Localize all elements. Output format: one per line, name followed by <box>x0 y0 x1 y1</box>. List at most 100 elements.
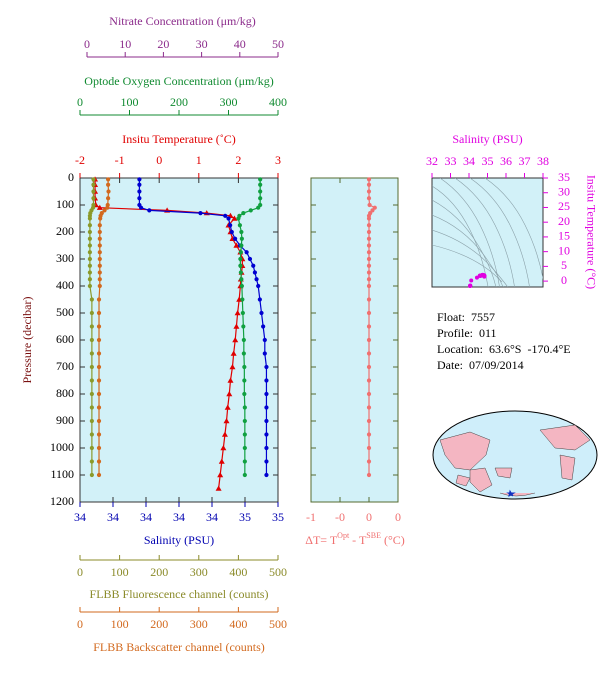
x-tick-label: 100 <box>121 95 139 109</box>
y-tick-label: 1000 <box>50 440 74 454</box>
delta-t-point <box>366 277 372 282</box>
series-3-point <box>89 405 94 410</box>
series-2-point <box>237 223 242 228</box>
y-tick-label: 10 <box>558 243 570 257</box>
x-tick-label: 20 <box>157 37 169 51</box>
series-2-point <box>258 182 263 187</box>
x-tick-label: 500 <box>269 565 287 579</box>
series-1-point <box>223 213 228 218</box>
series-3-point <box>89 391 94 397</box>
y-tick-label: 5 <box>561 258 567 272</box>
series-0-point <box>221 431 228 437</box>
series-4-point <box>96 337 102 343</box>
series-0-point <box>227 377 234 383</box>
delta-t-plot-area <box>310 177 399 503</box>
series-4-point <box>96 472 102 478</box>
x-tick-label: 300 <box>190 617 208 631</box>
delta-t-point <box>366 177 372 182</box>
y-axis-label: Insitu Temperature (°C) <box>584 175 598 289</box>
y-tick-label: 400 <box>56 278 74 292</box>
series-3-point <box>87 277 92 282</box>
x-tick-label: -2 <box>75 153 85 167</box>
series-2-point <box>248 208 253 213</box>
delta-t-point <box>366 405 372 410</box>
series-3-point <box>89 445 94 451</box>
series-1-point <box>137 189 142 194</box>
series-3-point <box>89 351 94 356</box>
y-tick-label: 15 <box>558 229 570 243</box>
series-0-point <box>218 458 225 464</box>
series-2-point <box>241 211 246 216</box>
x-tick-label: 1 <box>196 153 202 167</box>
x-tick-label: 0 <box>77 565 83 579</box>
series-4-point <box>105 205 110 210</box>
series-1-point <box>254 277 259 282</box>
x-axis-label-part: (°C) <box>381 533 405 547</box>
x-tick-label: 300 <box>190 565 208 579</box>
x-tick-label: 35 <box>239 510 251 524</box>
y-tick-label: 600 <box>56 332 74 346</box>
series-1-point <box>264 405 269 410</box>
delta-t-point <box>366 351 372 356</box>
series-0-point <box>220 445 227 451</box>
delta-t-point <box>366 378 372 383</box>
series-3-point <box>87 229 92 235</box>
delta-t-point <box>366 263 372 268</box>
series-4-point <box>96 432 102 437</box>
series-4-point <box>97 256 102 262</box>
series-4-point <box>102 208 107 213</box>
series-1-point <box>252 270 257 275</box>
y-tick-label: 100 <box>56 197 74 211</box>
delta-t-point <box>366 391 372 397</box>
series-3-point <box>89 297 94 302</box>
series-1-point <box>137 177 142 182</box>
series-4-point <box>97 283 102 289</box>
series-4-point <box>96 405 102 410</box>
x-tick-label: 30 <box>196 37 208 51</box>
series-3-point <box>89 418 94 424</box>
series-1-point <box>147 208 152 213</box>
x-tick-label: 32 <box>426 154 438 168</box>
series-3-point <box>87 236 92 241</box>
series-2-line <box>237 179 261 475</box>
series-3-point <box>87 283 92 289</box>
series-0-point <box>215 485 222 491</box>
x-tick-label: 34 <box>206 510 218 524</box>
series-2-point <box>258 196 263 201</box>
delta-t-point <box>366 418 372 424</box>
series-1-point <box>264 459 269 464</box>
delta-t-point <box>366 223 372 228</box>
delta-t-point <box>366 243 372 248</box>
info-line: Float: 7557 <box>437 310 495 324</box>
series-3-point <box>89 337 94 343</box>
x-tick-label: 37 <box>519 154 531 168</box>
x-tick-label: 100 <box>111 617 129 631</box>
x-tick-label: 10 <box>119 37 131 51</box>
series-1-point <box>262 337 267 343</box>
y-tick-label: 800 <box>56 386 74 400</box>
series-4-point <box>97 229 102 235</box>
series-1-point <box>264 378 269 383</box>
series-1-point <box>264 432 269 437</box>
x-tick-label: 0 <box>156 153 162 167</box>
series-0-point <box>234 310 241 316</box>
x-axis-label: ΔT= TOpt - TSBE (°C) <box>305 531 405 547</box>
series-2-point <box>241 351 246 356</box>
series-2-point <box>236 216 241 221</box>
y-tick-label: 200 <box>56 224 74 238</box>
series-2-point <box>256 205 261 210</box>
series-3-point <box>87 270 92 275</box>
x-tick-label: 36 <box>500 154 512 168</box>
series-3-point <box>89 432 94 437</box>
x-tick-label: 0 <box>77 95 83 109</box>
series-0-point <box>96 204 103 210</box>
series-3-point <box>87 223 92 228</box>
series-2-point <box>238 250 243 255</box>
series-1-point <box>259 310 264 316</box>
series-0-point <box>233 323 240 329</box>
series-2-point <box>242 459 247 464</box>
series-4-point <box>97 223 102 228</box>
delta-t-point <box>366 364 372 370</box>
delta-t-point <box>366 182 372 187</box>
series-1-line <box>138 179 268 475</box>
